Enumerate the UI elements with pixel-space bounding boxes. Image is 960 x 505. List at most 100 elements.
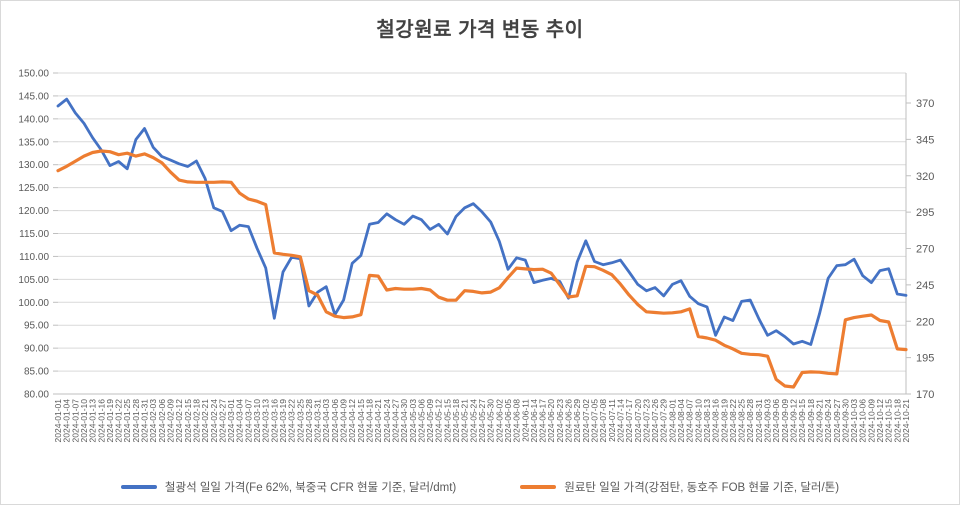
x-axis-date-label: 2024-03-22 — [287, 399, 297, 443]
x-axis-date-label: 2024-08-25 — [737, 399, 747, 443]
x-axis-date-label: 2024-05-15 — [442, 399, 452, 443]
x-axis-date-label: 2024-02-06 — [157, 399, 167, 443]
x-axis-date-label: 2024-05-30 — [486, 399, 496, 443]
x-axis-date-label: 2024-05-27 — [477, 399, 487, 443]
y-axis-right-label: 195 — [916, 353, 934, 365]
x-axis-date-label: 2024-03-28 — [304, 399, 314, 443]
x-axis-date-label: 2024-04-12 — [347, 399, 357, 443]
x-axis-date-label: 2024-06-17 — [538, 399, 548, 443]
x-axis-date-label: 2024-03-13 — [261, 399, 271, 443]
y-axis-left-label: 140.00 — [18, 114, 49, 125]
x-axis-date-label: 2024-03-25 — [295, 399, 305, 443]
x-axis-date-label: 2024-06-11 — [520, 399, 530, 442]
x-axis-date-label: 2024-05-12 — [434, 399, 444, 443]
x-axis-date-label: 2024-06-23 — [555, 399, 565, 443]
x-axis-date-label: 2024-08-19 — [719, 399, 729, 443]
y-axis-right-label: 345 — [916, 134, 934, 146]
y-axis-right-label: 245 — [916, 280, 934, 292]
x-axis-date-label: 2024-02-27 — [217, 399, 227, 443]
x-axis-date-label: 2024-06-05 — [503, 399, 513, 443]
x-axis-date-label: 2024-04-24 — [382, 399, 392, 443]
x-axis-date-label: 2024-10-03 — [849, 399, 859, 443]
x-axis-date-label: 2024-08-10 — [693, 399, 703, 443]
series-coking-coal-line — [56, 149, 908, 389]
x-axis-date-label: 2024-01-04 — [62, 399, 72, 443]
x-axis-date-label: 2024-02-18 — [191, 399, 201, 443]
x-axis-date-label: 2024-04-15 — [356, 399, 366, 443]
x-axis-date-label: 2024-04-06 — [330, 399, 340, 443]
x-axis-date-label: 2024-05-09 — [425, 399, 435, 443]
x-axis-date-label: 2024-06-20 — [546, 399, 556, 443]
x-axis-date-label: 2024-01-31 — [140, 399, 150, 443]
coking-coal-line-swatch-icon — [520, 485, 557, 489]
x-axis-date-label: 2024-01-22 — [114, 399, 124, 443]
y-axis-left-label: 130.00 — [18, 160, 49, 171]
x-axis-date-label: 2024-02-15 — [183, 399, 193, 443]
x-axis-date-label: 2024-05-03 — [408, 399, 418, 443]
x-axis-date-label: 2024-04-03 — [321, 399, 331, 443]
x-axis-date-label: 2024-06-02 — [494, 399, 504, 443]
y-axis-right-label: 295 — [916, 207, 934, 219]
y-axis-left-label: 105.00 — [18, 275, 49, 286]
x-axis-date-label: 2024-10-12 — [875, 399, 885, 443]
legend-item-coking-coal: 원료탄 일일 가격(강점탄, 동호주 FOB 현물 기준, 달러/톤) — [520, 479, 839, 495]
y-axis-left-label: 115.00 — [19, 229, 49, 240]
x-axis-date-label: 2024-05-06 — [416, 399, 426, 443]
x-axis-date-label: 2024-06-08 — [512, 399, 522, 443]
x-axis-date-label: 2024-09-21 — [814, 399, 824, 443]
x-axis-date-label: 2024-07-08 — [598, 399, 608, 443]
x-axis-date-label: 2024-04-21 — [373, 399, 383, 443]
y-axis-right-label: 320 — [916, 171, 934, 183]
y-axis-left-label: 135.00 — [18, 137, 49, 148]
x-axis-date-label: 2024-06-29 — [572, 399, 582, 443]
x-axis-date-label: 2024-08-13 — [702, 399, 712, 443]
x-axis-date-label: 2024-03-07 — [243, 399, 253, 443]
x-axis-date-label: 2024-08-31 — [754, 399, 764, 443]
y-axis-left-label: 100.00 — [18, 298, 49, 309]
y-axis-right-label: 270 — [916, 244, 934, 256]
x-axis-date-label: 2024-04-30 — [399, 399, 409, 443]
y-axis-left-label: 145.00 — [18, 91, 49, 102]
x-axis-date-label: 2024-02-03 — [148, 399, 158, 443]
y-axis-right-label: 170 — [916, 389, 934, 401]
x-axis-date-label: 2024-02-24 — [209, 399, 219, 443]
x-axis-date-label: 2024-07-02 — [581, 399, 591, 443]
x-axis-date-label: 2024-09-18 — [806, 399, 816, 443]
x-axis-date-label: 2024-03-10 — [252, 399, 262, 443]
x-axis-date-label: 2024-08-07 — [685, 399, 695, 443]
y-axis-right-label: 220 — [916, 316, 934, 328]
x-axis-date-label: 2024-01-13 — [88, 399, 98, 443]
x-axis-date-label: 2024-08-16 — [711, 399, 721, 443]
x-axis-date-label: 2024-03-01 — [226, 399, 236, 443]
x-axis-date-label: 2024-04-18 — [365, 399, 375, 443]
x-axis-date-label: 2024-03-04 — [235, 399, 245, 443]
x-axis-date-label: 2024-01-25 — [122, 399, 132, 443]
x-axis-date-label: 2024-08-22 — [728, 399, 738, 443]
x-axis-date-label: 2024-07-26 — [650, 399, 660, 443]
x-axis-date-label: 2024-04-09 — [339, 399, 349, 443]
x-axis-date-label: 2024-02-21 — [200, 399, 210, 443]
x-axis-date-label: 2024-02-12 — [174, 399, 184, 443]
x-axis-date-label: 2024-01-19 — [105, 399, 115, 443]
x-axis-date-label: 2024-01-01 — [53, 399, 63, 443]
y-axis-left-label: 125.00 — [18, 183, 49, 194]
x-axis-date-label: 2024-09-27 — [832, 399, 842, 443]
x-axis-date-label: 2024-03-31 — [313, 399, 323, 443]
x-axis-date-label: 2024-04-27 — [390, 399, 400, 443]
legend-label-coking-coal: 원료탄 일일 가격(강점탄, 동호주 FOB 현물 기준, 달러/톤) — [564, 482, 840, 494]
x-axis-date-label: 2024-09-06 — [771, 399, 781, 443]
x-axis-date-label: 2024-09-12 — [789, 399, 799, 443]
x-axis-date-label: 2024-07-17 — [624, 399, 634, 443]
x-axis-date-label: 2024-07-29 — [659, 399, 669, 443]
x-axis-date-label: 2024-09-09 — [780, 399, 790, 443]
x-axis-date-label: 2024-08-04 — [676, 399, 686, 443]
x-axis-date-label: 2024-10-06 — [858, 399, 868, 443]
y-axis-left-label: 80.00 — [24, 390, 49, 401]
x-axis-date-label: 2024-02-09 — [165, 399, 175, 443]
x-axis-date-label: 2024-07-14 — [615, 399, 625, 443]
x-axis-date-label: 2024-03-19 — [278, 399, 288, 443]
x-axis-date-label: 2024-01-07 — [70, 399, 80, 443]
y-axis-left-label: 110.00 — [19, 252, 49, 263]
